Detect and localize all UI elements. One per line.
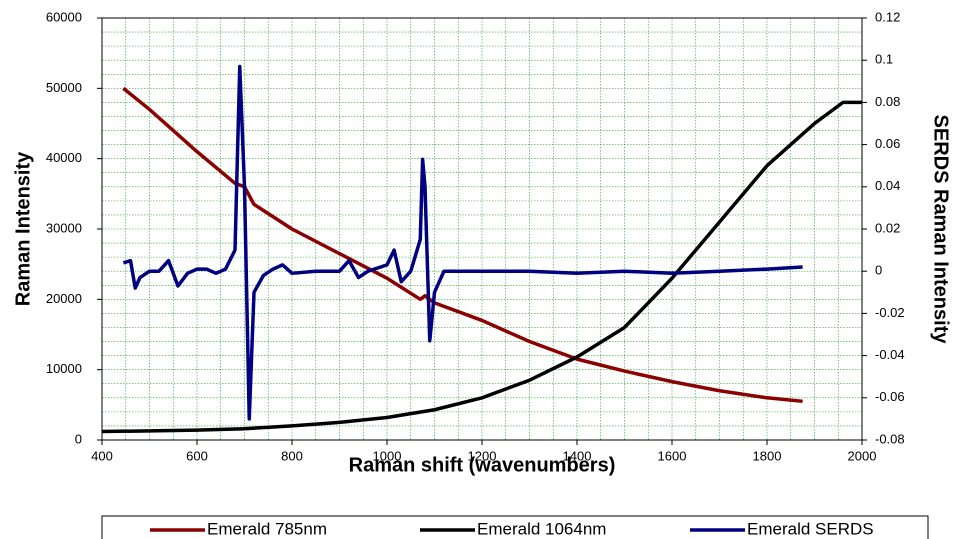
y-tick-label: 20000: [46, 291, 82, 306]
y-tick-label: 10000: [46, 361, 82, 376]
y2-tick-label: 0.1: [875, 52, 893, 67]
x-tick-label: 400: [91, 448, 113, 463]
series-line: [122, 64, 803, 421]
legend-label: Emerald 1064nm: [477, 519, 606, 538]
y-axis-title: Raman Intensity: [12, 151, 34, 306]
x-tick-label: 1200: [468, 448, 497, 463]
y-tick-label: 40000: [46, 150, 82, 165]
x-tick-label: 800: [281, 448, 303, 463]
y2-tick-label: 0.12: [875, 9, 900, 24]
x-tick-label: 1800: [753, 448, 782, 463]
y2-tick-label: -0.06: [875, 389, 905, 404]
y2-tick-label: 0.02: [875, 220, 900, 235]
legend-box: [101, 515, 929, 539]
x-axis-title: Raman shift (wavenumbers): [349, 454, 616, 476]
y-tick-label: 60000: [46, 9, 82, 24]
y2-tick-label: -0.02: [875, 305, 905, 320]
y-tick-label: 30000: [46, 220, 82, 235]
x-tick-label: 1600: [658, 448, 687, 463]
y2-tick-label: 0.06: [875, 136, 900, 151]
y-tick-label: 50000: [46, 80, 82, 95]
legend-label: Emerald 785nm: [207, 519, 327, 538]
y-tick-label: 0: [75, 431, 82, 446]
y2-axis-title: SERDS Raman Intensity: [930, 115, 952, 345]
x-tick-label: 2000: [848, 448, 877, 463]
x-tick-label: 1400: [563, 448, 592, 463]
y2-tick-label: -0.08: [875, 431, 905, 446]
y2-tick-label: -0.04: [875, 347, 905, 362]
x-tick-label: 1000: [373, 448, 402, 463]
legend-label: Emerald SERDS: [747, 519, 874, 538]
y2-tick-label: 0: [875, 263, 882, 278]
y2-tick-label: 0.08: [875, 94, 900, 109]
series-line: [101, 100, 862, 434]
x-tick-label: 600: [186, 448, 208, 463]
y2-tick-label: 0.04: [875, 178, 900, 193]
